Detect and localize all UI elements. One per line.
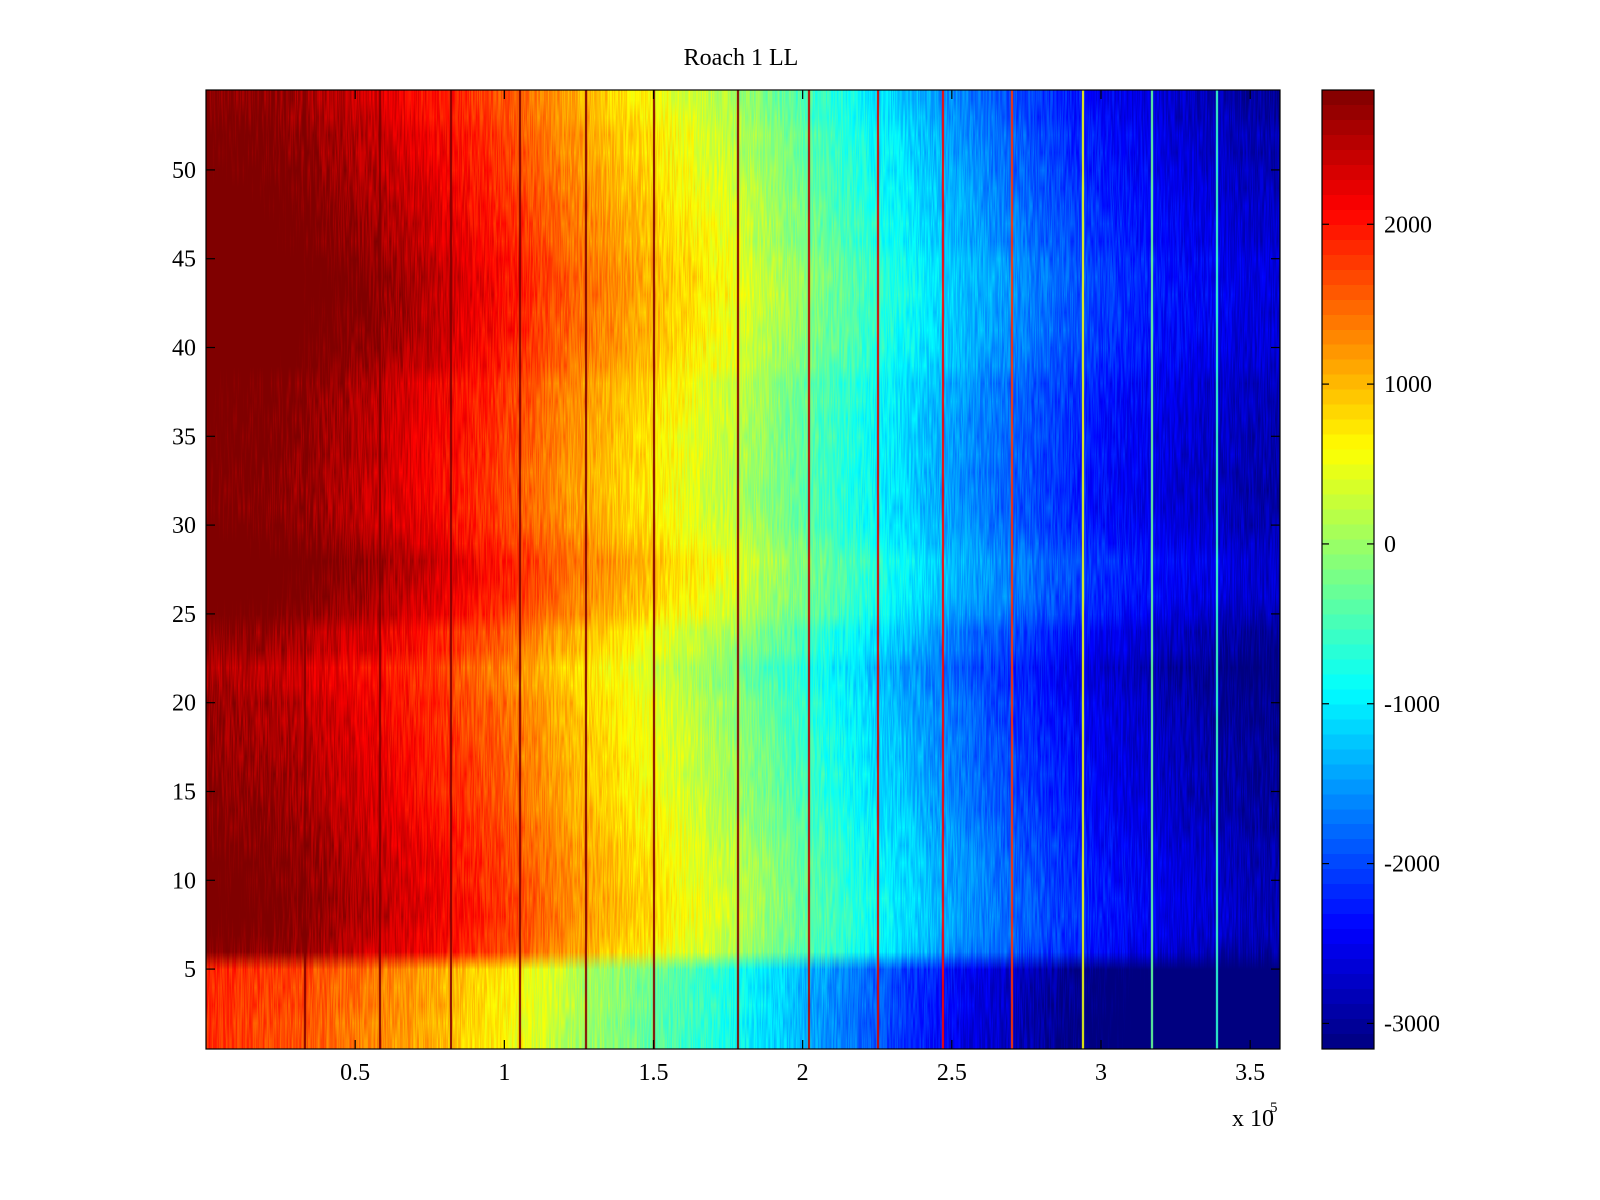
y-tick-label: 50 <box>172 158 196 184</box>
y-tick-label: 25 <box>172 602 196 628</box>
y-tick-label: 15 <box>172 779 196 805</box>
x-exponent-base: x 10 <box>1232 1106 1274 1132</box>
colorbar-tick-label: 0 <box>1384 532 1396 558</box>
chart-title: Roach 1 LL <box>684 45 799 71</box>
x-tick-label: 3 <box>1095 1060 1107 1086</box>
y-tick-label: 35 <box>172 424 196 450</box>
x-tick-label: 2 <box>797 1060 809 1086</box>
colorbar-tick-label: 1000 <box>1384 372 1432 398</box>
colorbar-tick-label: -2000 <box>1384 852 1440 878</box>
y-tick-label: 5 <box>184 957 196 983</box>
y-tick-label: 40 <box>172 336 196 362</box>
y-tick-label: 10 <box>172 868 196 894</box>
y-tick-label: 20 <box>172 691 196 717</box>
y-axis: 5 10 15 20 25 30 35 40 45 50 <box>172 158 1280 983</box>
x-exponent-label: x 10 5 <box>1232 1100 1278 1132</box>
plot-frame <box>205 89 1281 1050</box>
x-tick-label: 1.5 <box>639 1060 669 1086</box>
colorbar-gradient <box>1322 90 1374 1049</box>
y-tick-label: 45 <box>172 247 196 273</box>
x-tick-label: 2.5 <box>937 1060 967 1086</box>
colorbar-tick-label: 2000 <box>1384 212 1432 238</box>
colorbar: 2000 1000 0 -1000 -2000 -3000 <box>1321 89 1440 1050</box>
x-exponent-power: 5 <box>1270 1100 1278 1116</box>
x-tick-label: 1 <box>498 1060 510 1086</box>
x-axis: 0.5 1 1.5 2 2.5 3 3.5 <box>340 90 1265 1086</box>
colorbar-tick-label: -1000 <box>1384 692 1440 718</box>
heatmap-plot-area <box>205 89 1281 1050</box>
y-tick-label: 30 <box>172 513 196 539</box>
x-tick-label: 3.5 <box>1235 1060 1265 1086</box>
colorbar-tick-label: -3000 <box>1384 1011 1440 1037</box>
heatmap-image <box>206 90 1280 1049</box>
x-tick-label: 0.5 <box>340 1060 370 1086</box>
colorbar-ticks: 2000 1000 0 -1000 -2000 -3000 <box>1322 212 1440 1037</box>
colorbar-frame <box>1321 89 1375 1050</box>
